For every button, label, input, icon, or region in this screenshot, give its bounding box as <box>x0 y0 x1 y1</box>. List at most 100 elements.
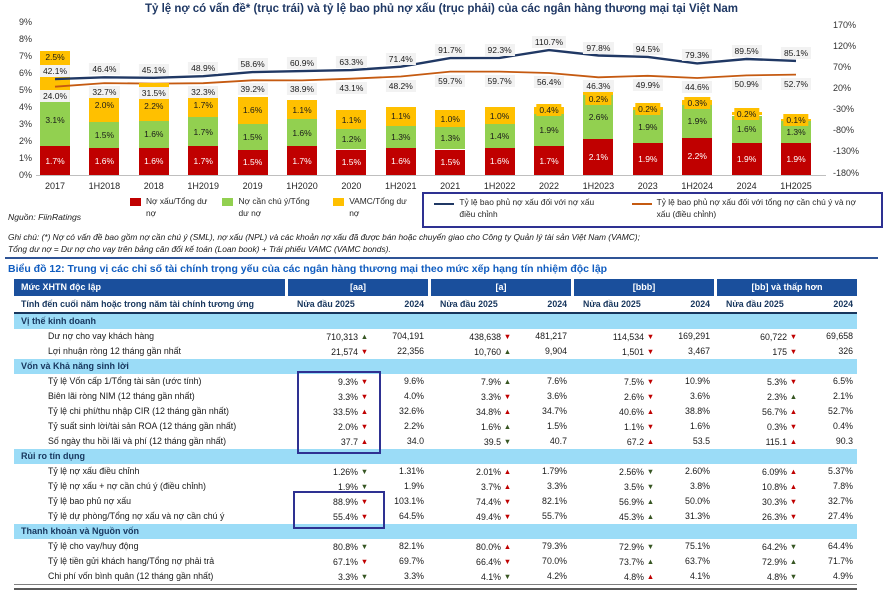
npl-swatch-icon <box>130 198 141 206</box>
coverage-total-value-label: 38.9% <box>286 83 318 96</box>
section-name: Vốn và Khả năng sinh lời <box>21 361 129 371</box>
section-row: Vốn và Khả năng sinh lời <box>14 359 857 374</box>
sml-value-label: 1.9% <box>638 121 658 132</box>
arrow-down-icon: ▼ <box>360 467 369 476</box>
category-label: 1H2022 <box>483 181 516 191</box>
coverage-npl-value-label: 42.1% <box>39 65 71 78</box>
arrow-down-icon: ▼ <box>646 377 655 386</box>
coverage-total-value-label: 31.5% <box>138 86 169 99</box>
metric-value-h1: 30.3% ▼ <box>714 494 800 509</box>
arrow-down-icon: ▼ <box>789 332 798 341</box>
subheader-fy-2024: 2024 <box>833 299 853 309</box>
metric-label: Tỷ lệ nợ xấu + nợ cần chú ý (điều chỉnh) <box>48 481 206 491</box>
table-row: Lợi nhuận ròng 12 tháng gần nhất 21,574 ▼ 2… <box>14 344 857 359</box>
coverage-npl-value-label: 89.5% <box>731 45 762 58</box>
section-divider <box>5 257 878 259</box>
arrow-down-icon: ▼ <box>646 482 655 491</box>
sml-bar-segment <box>287 118 317 147</box>
financial-metrics-table: Mức XHTN độc lập [aa] [a] [bbb] [bb] và thấp… <box>14 279 857 590</box>
metric-label: Tỷ lệ nợ xấu điều chỉnh <box>48 466 140 476</box>
metric-value-fy: 10.9% <box>685 376 710 386</box>
metric-value-h1: 72.9% ▲ <box>714 554 800 569</box>
section-name: Rủi ro tín dụng <box>21 451 85 461</box>
metric-value-fy: 40.7 <box>549 436 567 446</box>
sml-value-label: 1.2% <box>341 134 362 145</box>
value: 3.3% <box>337 571 358 582</box>
sml-bar-segment <box>632 110 663 143</box>
orange-line-icon <box>631 203 652 205</box>
value: 7.9% <box>480 376 501 387</box>
sml-bar-segment <box>188 117 219 147</box>
metric-value-fy: 38.8% <box>685 406 710 416</box>
metric-value-h1: 66.4% ▼ <box>428 554 514 569</box>
coverage-npl-value-label: 48.9% <box>188 62 219 75</box>
left-axis-tick: 5% <box>18 84 32 95</box>
metric-value-fy: 55.7% <box>542 511 567 521</box>
sml-bar-segment <box>435 127 466 150</box>
metric-value-h1: 710,313 ▲ <box>285 329 371 344</box>
metric-value-h1: 3.5% ▼ <box>571 479 657 494</box>
metric-value-fy: 70.0% <box>542 556 567 566</box>
metric-value-h1: 67.2 ▲ <box>571 434 657 449</box>
value: 64.2% <box>762 541 787 552</box>
arrow-down-icon: ▼ <box>646 332 655 341</box>
metric-value-h1: 7.9% ▲ <box>428 374 514 389</box>
npl-value-label: 1.6% <box>489 156 510 167</box>
sml-bar-segment <box>89 122 120 148</box>
metric-value-h1: 21,574 ▼ <box>285 344 371 359</box>
metric-value-h1: 72.9% ▼ <box>571 539 657 554</box>
metric-value-fy: 4.0% <box>403 391 424 401</box>
metric-label: Tỷ suất sinh lời/tài sản ROA (12 tháng g… <box>48 421 237 431</box>
section-row: Rủi ro tín dụng <box>14 449 857 464</box>
metric-value-fy: 9.6% <box>403 376 424 386</box>
value: 72.9% <box>762 556 787 567</box>
left-axis-tick: 6% <box>18 67 32 78</box>
category-label: 2019 <box>242 181 263 191</box>
metric-value-h1: 55.4% ▼ <box>285 509 371 524</box>
sml-value-label: 1.3% <box>786 126 806 137</box>
npl-value-label: 1.7% <box>193 155 213 166</box>
metric-value-h1: 80.0% ▲ <box>428 539 514 554</box>
value: 6.09% <box>762 466 787 477</box>
metric-value-fy: 3.6% <box>546 391 567 401</box>
metric-value-h1: 9.3% ▼ <box>285 374 371 389</box>
npl-value-label: 1.5% <box>341 157 362 168</box>
value: 4.8% <box>766 571 787 582</box>
legend-item-coverage-npl: Tỷ lệ bao phủ nợ xấu đối với nợ xấu điều… <box>434 197 605 221</box>
coverage-total-value-label: 46.3% <box>583 80 614 93</box>
left-axis-tick: 4% <box>18 101 32 112</box>
value: 4.1% <box>480 571 501 582</box>
coverage-total-value-label: 52.7% <box>780 77 812 90</box>
right-axis-tick: 20% <box>833 82 852 93</box>
metric-value-fy: 69.7% <box>399 556 424 566</box>
right-axis-tick: -130% <box>833 146 860 157</box>
value: 710,313 <box>326 331 358 342</box>
arrow-down-icon: ▼ <box>503 572 512 581</box>
coverage-npl-value-label: 71.4% <box>385 52 416 65</box>
value: 2.01% <box>476 466 501 477</box>
npl-bar-segment <box>682 137 713 175</box>
table-row: Dư nợ cho vay khách hàng 710,313 ▲ 704,191 4… <box>14 329 857 344</box>
category-label: 2023 <box>637 181 658 191</box>
section-name: Thanh khoản và Nguồn vốn <box>21 526 140 536</box>
metric-value-h1: 64.2% ▼ <box>714 539 800 554</box>
metric-label: Chi phí vốn bình quân (12 tháng gần nhất… <box>48 571 214 581</box>
legend-label: Tỷ lệ bao phủ nợ xấu đối với tổng nợ cần… <box>656 197 856 219</box>
metric-value-h1: 1,501 ▼ <box>571 344 657 359</box>
coverage-total-value-label: 59.7% <box>435 74 466 87</box>
coverage-npl-value-label: 63.3% <box>336 56 367 69</box>
sml-bar-segment <box>138 120 169 148</box>
npl-bar-segment <box>40 146 70 175</box>
metric-value-fy: 63.7% <box>685 556 710 566</box>
metric-value-h1: 45.3% ▲ <box>571 509 657 524</box>
left-axis-tick: 3% <box>18 118 32 129</box>
metric-value-fy: 704,191 <box>392 331 424 341</box>
table-row: Tỷ lệ nợ xấu điều chỉnh 1.26% ▼ 1.31% 2.01% ▲… <box>14 464 857 479</box>
metric-value-fy: 169,291 <box>678 331 710 341</box>
sml-bar-segment <box>484 124 515 148</box>
metric-value-h1: 10.8% ▲ <box>714 479 800 494</box>
metric-value-fy: 4.9% <box>832 571 853 581</box>
metric-value-fy: 52.7% <box>828 406 853 416</box>
value: 0.3% <box>766 421 787 432</box>
value: 5.3% <box>766 376 787 387</box>
